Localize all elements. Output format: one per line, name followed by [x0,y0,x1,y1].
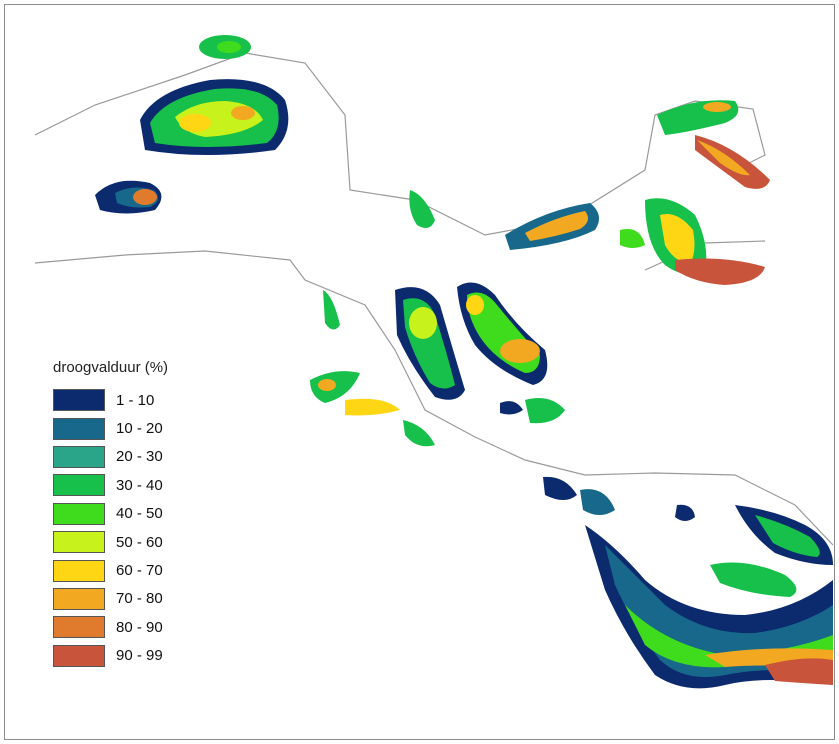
legend-label: 40 - 50 [116,505,163,523]
legend-label: 70 - 80 [116,590,163,608]
legend-item: 20 - 30 [53,443,168,471]
legend-swatch [53,587,105,610]
legend: droogvalduur (%) 1 - 10 10 - 20 20 - 30 … [53,359,168,670]
tidal-flat-map [34,35,834,689]
island-top-small [199,35,251,59]
flats-southeast [585,504,833,689]
island-west [95,180,162,214]
legend-label: 30 - 40 [116,476,163,494]
legend-label: 20 - 30 [116,448,163,466]
legend-label: 50 - 60 [116,533,163,551]
legend-label: 90 - 99 [116,647,163,665]
flats-central [310,282,615,515]
legend-label: 1 - 10 [116,391,155,409]
legend-item: 10 - 20 [53,414,168,442]
flats-northeast [409,100,770,285]
legend-item: 70 - 80 [53,585,168,613]
legend-items: 1 - 10 10 - 20 20 - 30 30 - 40 40 - 50 5… [53,386,168,670]
legend-swatch [53,531,105,554]
legend-label: 80 - 90 [116,618,163,636]
legend-item: 40 - 50 [53,500,168,528]
legend-swatch [53,417,105,440]
legend-swatch [53,445,105,468]
legend-swatch [53,474,105,497]
legend-item: 1 - 10 [53,386,168,414]
legend-label: 60 - 70 [116,562,163,580]
legend-swatch [53,502,105,525]
legend-label: 10 - 20 [116,420,163,438]
legend-title: droogvalduur (%) [53,359,169,376]
legend-item: 80 - 90 [53,613,168,641]
legend-item: 50 - 60 [53,528,168,556]
legend-item: 30 - 40 [53,471,168,499]
legend-item: 60 - 70 [53,556,168,584]
legend-swatch [53,616,105,639]
island-northwest [140,79,289,155]
legend-swatch [53,389,105,412]
legend-swatch [53,644,105,667]
map-frame: droogvalduur (%) 1 - 10 10 - 20 20 - 30 … [4,4,835,740]
legend-swatch [53,559,105,582]
legend-item: 90 - 99 [53,642,168,670]
